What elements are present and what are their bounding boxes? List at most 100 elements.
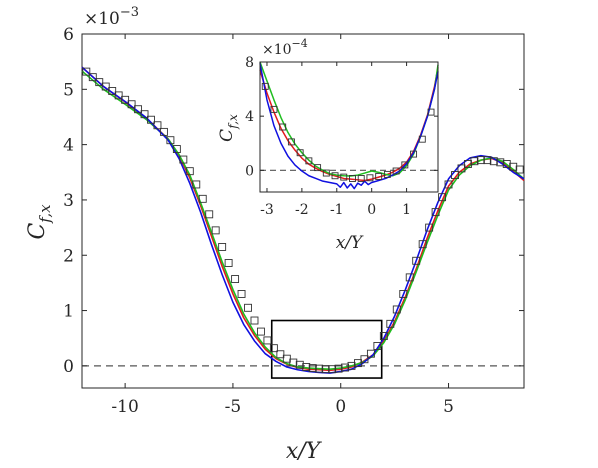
main-y-exponent-base: ×10 <box>84 9 120 29</box>
inset-marker-point <box>305 157 313 165</box>
main-marker-point <box>192 180 201 189</box>
main-marker-point <box>373 342 382 350</box>
inset-marker-point <box>331 172 339 180</box>
main-marker-point <box>95 78 104 87</box>
main-marker-point <box>295 360 304 369</box>
inset-marker-point <box>314 164 322 172</box>
main-y-tick-label: 6 <box>63 25 74 45</box>
main-y-tick-label: 3 <box>63 191 74 211</box>
inset-plot: -3 -2 -1 0 1 0 4 8 x/Y Cf,x ×10−4 <box>217 37 439 253</box>
main-marker-point <box>315 364 324 373</box>
main-series-line-0 <box>81 66 525 372</box>
main-x-tick-label: 5 <box>443 397 454 417</box>
main-marker-point <box>438 193 447 202</box>
inset-marker-point <box>401 161 409 169</box>
main-marker-point <box>425 223 434 232</box>
main-y-axis-label-group: Cf,x <box>25 204 54 240</box>
inset-marker-point <box>357 175 365 182</box>
main-y-tick-label: 5 <box>63 80 74 100</box>
main-marker-point <box>127 100 136 109</box>
inset-y-tick-label: 0 <box>245 163 254 179</box>
main-marker-point <box>121 95 130 104</box>
main-marker-point <box>159 127 168 136</box>
main-series-group <box>81 66 525 374</box>
inset-marker-point <box>322 169 330 177</box>
main-marker-point <box>166 136 175 145</box>
main-marker-point <box>399 290 408 298</box>
main-marker-point <box>263 336 272 345</box>
main-marker-point <box>101 82 110 91</box>
inset-marker-point <box>418 135 426 143</box>
main-marker-point <box>386 319 395 328</box>
main-marker-point <box>134 105 143 114</box>
main-marker-point <box>179 155 188 164</box>
main-marker-point <box>302 363 311 371</box>
inset-y-exponent-base: ×10 <box>262 42 292 58</box>
main-marker-point <box>140 110 149 119</box>
main-marker-point <box>289 358 298 367</box>
inset-x-tick-label: -3 <box>260 202 274 218</box>
main-y-axis-label: Cf,x <box>25 204 54 240</box>
main-x-tick-label: -10 <box>111 397 138 417</box>
main-marker-point <box>282 354 291 363</box>
main-marker-point <box>476 156 485 165</box>
main-marker-point <box>237 290 246 298</box>
main-marker-point <box>205 210 214 219</box>
main-marker-point <box>108 87 117 95</box>
main-marker-point <box>328 365 337 374</box>
main-marker-point <box>451 171 459 179</box>
inset-marker-point <box>340 173 348 181</box>
inset-marker-point <box>279 123 287 131</box>
main-marker-point <box>360 355 369 364</box>
main-marker-point <box>308 364 317 373</box>
inset-marker-point <box>270 105 278 113</box>
main-plot-frame <box>81 33 525 389</box>
inset-y-exponent: ×10−4 <box>262 37 308 58</box>
main-marker-point <box>509 162 518 171</box>
main-y-tick-label: 1 <box>63 302 74 322</box>
main-marker-point <box>244 303 252 312</box>
main-y-axis-label-sub: f,x <box>36 204 54 224</box>
main-marker-point <box>153 121 162 130</box>
zoom-region-box <box>270 319 383 379</box>
inset-x-tick-label: -1 <box>330 202 344 218</box>
main-marker-point <box>218 243 227 251</box>
main-marker-point <box>463 160 472 168</box>
main-y-exponent: ×10−3 <box>84 5 139 29</box>
inset-x-axis-label: x/Y <box>336 233 364 253</box>
inset-marker-point <box>410 150 418 158</box>
main-series-line-1 <box>81 70 525 370</box>
main-marker-point <box>321 365 330 374</box>
inset-series-group <box>259 61 439 190</box>
inset-marker-point <box>349 175 356 182</box>
inset-marker-point <box>261 82 269 90</box>
main-marker-point <box>269 344 278 353</box>
inset-series-line-1 <box>259 61 439 177</box>
main-marker-point <box>366 349 375 358</box>
inset-marker-point <box>427 108 435 116</box>
main-marker-point <box>276 350 285 359</box>
main-marker-point <box>341 363 349 372</box>
main-marker-point <box>392 305 401 314</box>
main-y-tick-label: 2 <box>63 246 74 266</box>
main-marker-point <box>172 145 181 154</box>
main-y-tick-label: 0 <box>63 357 74 377</box>
inset-y-axis-label-main: C <box>217 129 237 142</box>
main-marker-point <box>412 256 421 265</box>
main-marker-point <box>334 364 343 373</box>
main-x-tick-label: 0 <box>335 397 346 417</box>
inset-marker-point <box>287 138 295 146</box>
main-marker-point <box>224 259 233 267</box>
inset-marker-point <box>383 170 391 178</box>
main-marker-point <box>418 240 427 249</box>
inset-plot-background <box>260 62 438 192</box>
main-marker-point <box>250 316 259 325</box>
inset-marker-point <box>392 167 400 175</box>
main-marker-point <box>444 180 453 189</box>
main-marker-point <box>457 164 466 173</box>
inset-y-axis-label-group: Cf,x <box>217 114 240 142</box>
inset-marker-point <box>296 149 304 157</box>
main-marker-point <box>211 226 220 235</box>
inset-marker-point <box>366 174 374 182</box>
